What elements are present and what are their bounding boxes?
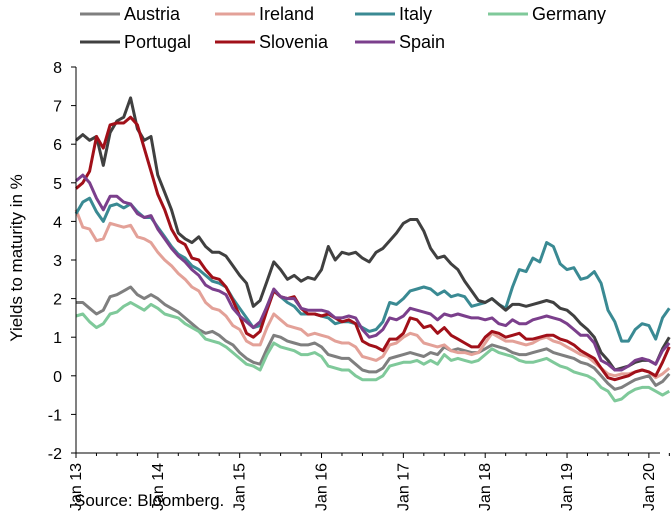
legend-label-germany: Germany bbox=[532, 4, 606, 24]
series-line-spain bbox=[75, 173, 671, 372]
x-tick-label: Jan 16 bbox=[314, 463, 331, 511]
x-tick-label: Jan 20 bbox=[641, 463, 658, 511]
series-line-italy bbox=[74, 196, 671, 343]
y-tick-label: 3 bbox=[53, 253, 62, 270]
series-line-slovenia bbox=[75, 115, 671, 382]
y-tick-label: 6 bbox=[53, 137, 62, 154]
y-tick-label: 5 bbox=[53, 176, 62, 193]
legend-label-spain: Spain bbox=[399, 32, 445, 52]
y-tick-label: 2 bbox=[53, 292, 62, 309]
y-axis-title: Yields to maturity in % bbox=[7, 174, 26, 342]
y-tick-label: 0 bbox=[53, 369, 62, 386]
legend-label-portugal: Portugal bbox=[124, 32, 191, 52]
legend-label-austria: Austria bbox=[124, 4, 181, 24]
y-axis-title-group: Yields to maturity in % bbox=[7, 174, 26, 342]
chart-legend: Austria Ireland Italy Germany Portugal Sloven… bbox=[80, 4, 606, 52]
series-line-austria bbox=[76, 285, 671, 391]
x-tick-label: Jan 17 bbox=[395, 463, 412, 511]
series-lines bbox=[74, 96, 671, 403]
series-line-portugal bbox=[75, 96, 671, 372]
series-line-ireland bbox=[74, 209, 671, 380]
x-tick-label: Jan 19 bbox=[559, 463, 576, 511]
legend-label-italy: Italy bbox=[399, 4, 432, 24]
x-tick-label: Jan 13 bbox=[68, 463, 85, 511]
y-tick-label: 4 bbox=[53, 214, 62, 231]
source-note: Source: Bloomberg. bbox=[74, 491, 225, 510]
legend-label-slovenia: Slovenia bbox=[259, 32, 329, 52]
y-tick-label: 1 bbox=[53, 330, 62, 347]
y-tick-label: -2 bbox=[48, 446, 62, 463]
chart-axes: -2 -1 0 1 2 3 4 5 6 7 8 Jan 13 Jan 14 Jan 15 Jan 16 Jan… bbox=[48, 60, 670, 511]
y-tick-label: -1 bbox=[48, 407, 62, 424]
x-tick-label: Jan 14 bbox=[150, 463, 167, 511]
legend-label-ireland: Ireland bbox=[259, 4, 314, 24]
series-line-germany bbox=[75, 301, 671, 403]
y-tick-label: 8 bbox=[53, 60, 62, 77]
y-tick-label: 7 bbox=[53, 99, 62, 116]
x-tick-label: Jan 15 bbox=[232, 463, 249, 511]
x-tick-label: Jan 18 bbox=[477, 463, 494, 511]
